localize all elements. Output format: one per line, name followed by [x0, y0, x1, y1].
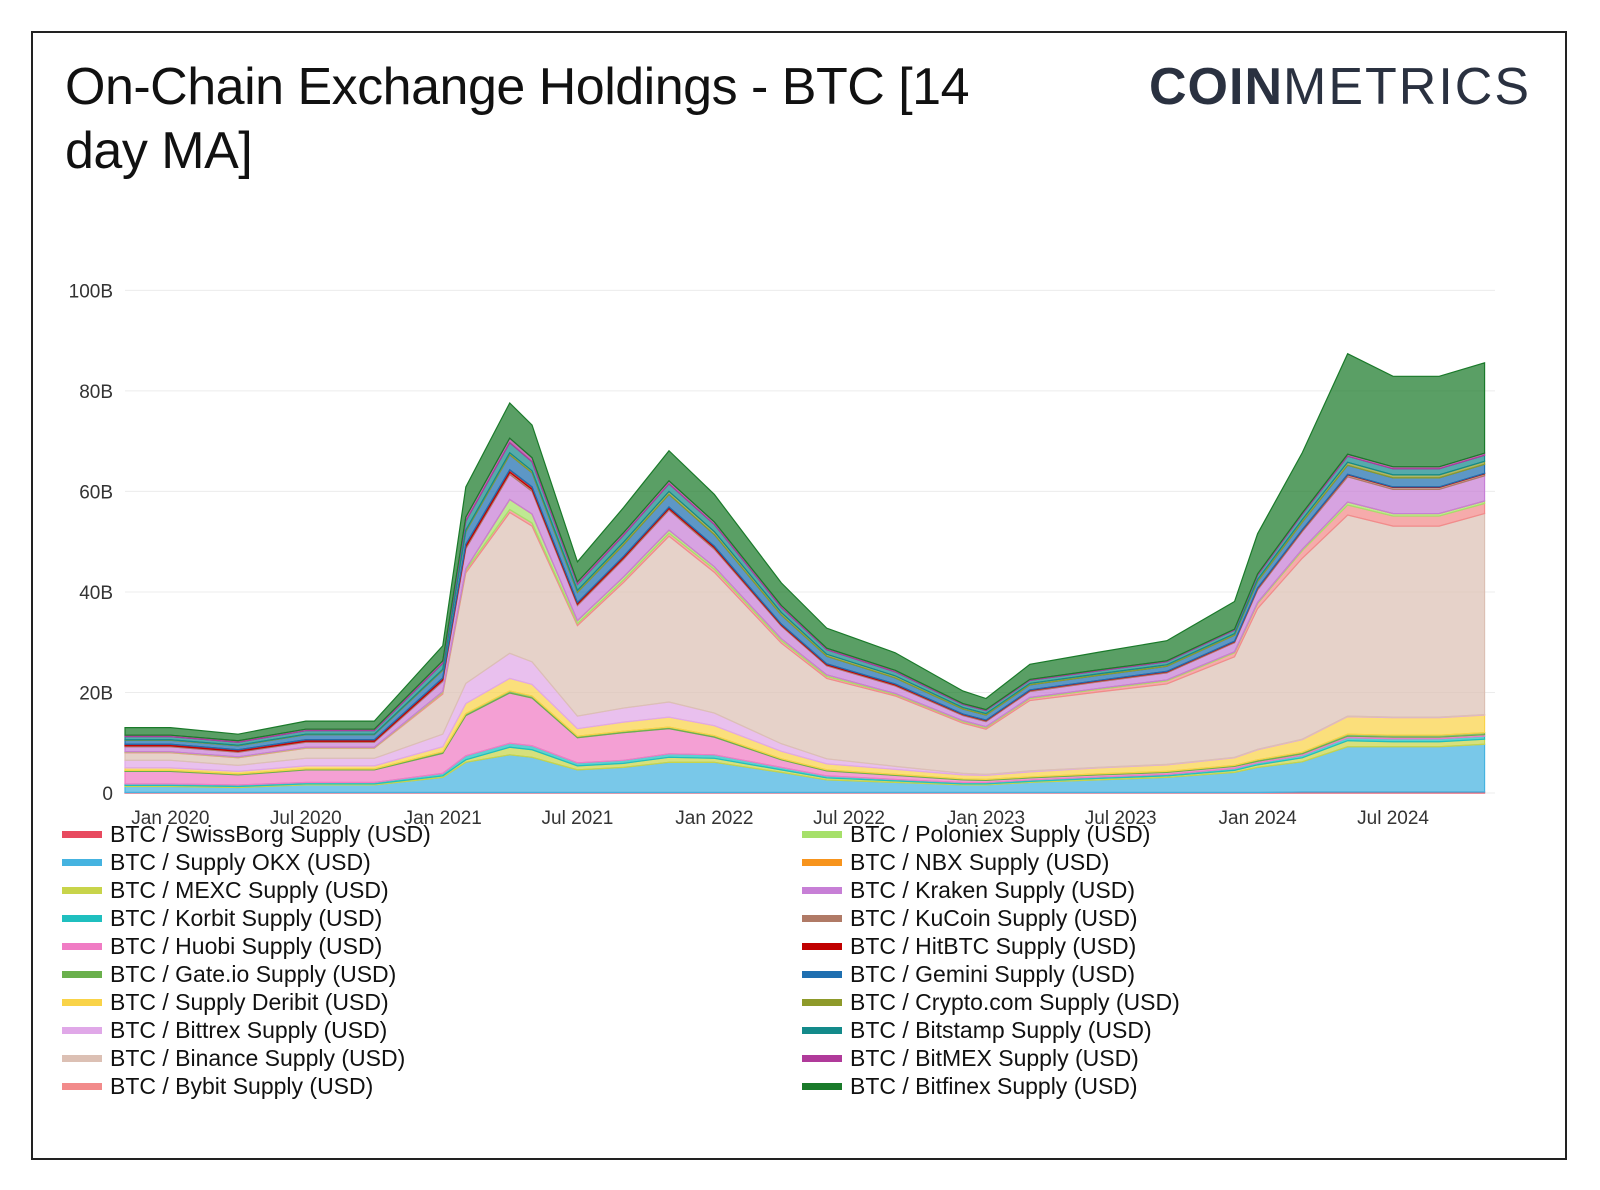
legend-swatch — [802, 830, 842, 838]
legend-column: BTC / Poloniex Supply (USD) BTC / NBX Sup… — [802, 820, 1180, 1100]
legend-swatch — [802, 970, 842, 978]
legend-item: BTC / KuCoin Supply (USD) — [802, 904, 1180, 932]
legend-item: BTC / MEXC Supply (USD) — [62, 876, 431, 904]
legend-label: BTC / Bitfinex Supply (USD) — [850, 1072, 1138, 1099]
legend-item: BTC / Supply Deribit (USD) — [62, 988, 431, 1016]
legend-item: BTC / BitMEX Supply (USD) — [802, 1044, 1180, 1072]
legend-swatch — [62, 886, 102, 894]
legend-label: BTC / Gemini Supply (USD) — [850, 960, 1136, 987]
x-tick-label: Jan 2024 — [1219, 808, 1298, 829]
legend-item: BTC / NBX Supply (USD) — [802, 848, 1180, 876]
legend-item: BTC / Bittrex Supply (USD) — [62, 1016, 431, 1044]
legend-item: BTC / Bitfinex Supply (USD) — [802, 1072, 1180, 1100]
y-tick-label: 40B — [79, 583, 113, 604]
legend-item: BTC / Poloniex Supply (USD) — [802, 820, 1180, 848]
logo-bold-text: COIN — [1149, 58, 1283, 116]
x-tick-label: Jul 2023 — [1085, 808, 1157, 829]
y-tick-label: 80B — [79, 382, 113, 403]
legend-swatch — [802, 1082, 842, 1090]
legend-item: BTC / Bybit Supply (USD) — [62, 1072, 431, 1100]
legend-label: BTC / Gate.io Supply (USD) — [110, 960, 397, 987]
legend-swatch — [802, 1054, 842, 1062]
legend-item: BTC / Bitstamp Supply (USD) — [802, 1016, 1180, 1044]
legend-label: BTC / MEXC Supply (USD) — [110, 876, 389, 903]
y-tick-label: 0 — [102, 784, 113, 805]
legend-swatch — [802, 942, 842, 950]
legend-swatch — [62, 1026, 102, 1034]
x-tick-label: Jul 2024 — [1357, 808, 1429, 829]
legend-label: BTC / Binance Supply (USD) — [110, 1044, 406, 1071]
legend-swatch — [802, 998, 842, 1006]
legend-label: BTC / Poloniex Supply (USD) — [850, 820, 1151, 847]
legend-item: BTC / Supply OKX (USD) — [62, 848, 431, 876]
legend-label: BTC / HitBTC Supply (USD) — [850, 932, 1137, 959]
legend-label: BTC / Crypto.com Supply (USD) — [850, 988, 1180, 1015]
legend-label: BTC / Bitstamp Supply (USD) — [850, 1016, 1152, 1043]
legend-item: BTC / Gate.io Supply (USD) — [62, 960, 431, 988]
legend-swatch — [62, 998, 102, 1006]
x-tick-label: Jul 2020 — [270, 808, 342, 829]
coinmetrics-logo: COINMETRICS — [1149, 55, 1531, 119]
legend-swatch — [62, 830, 102, 838]
legend-item: BTC / SwissBorg Supply (USD) — [62, 820, 431, 848]
legend-label: BTC / Korbit Supply (USD) — [110, 904, 383, 931]
x-tick-label: Jan 2022 — [675, 808, 753, 829]
legend-item: BTC / Binance Supply (USD) — [62, 1044, 431, 1072]
y-tick-label: 60B — [79, 482, 113, 503]
legend-item: BTC / Kraken Supply (USD) — [802, 876, 1180, 904]
legend-swatch — [802, 914, 842, 922]
legend-label: BTC / Huobi Supply (USD) — [110, 932, 383, 959]
legend-label: BTC / Supply OKX (USD) — [110, 848, 371, 875]
legend-swatch — [802, 886, 842, 894]
x-tick-label: Jan 2021 — [404, 808, 482, 829]
legend-swatch — [802, 858, 842, 866]
x-tick-label: Jan 2020 — [131, 808, 209, 829]
legend-swatch — [62, 858, 102, 866]
y-tick-label: 20B — [79, 683, 113, 704]
legend-swatch — [62, 970, 102, 978]
legend-swatch — [62, 1082, 102, 1090]
legend-label: BTC / NBX Supply (USD) — [850, 848, 1110, 875]
legend-label: BTC / Kraken Supply (USD) — [850, 876, 1136, 903]
legend-column: BTC / SwissBorg Supply (USD) BTC / Supply… — [62, 820, 431, 1100]
legend-label: BTC / Bittrex Supply (USD) — [110, 1016, 388, 1043]
legend-swatch — [802, 1026, 842, 1034]
legend-label: BTC / SwissBorg Supply (USD) — [110, 820, 431, 847]
legend-item: BTC / HitBTC Supply (USD) — [802, 932, 1180, 960]
legend-swatch — [62, 942, 102, 950]
y-tick-label: 100B — [69, 281, 113, 302]
legend-swatch — [62, 1054, 102, 1062]
legend-label: BTC / BitMEX Supply (USD) — [850, 1044, 1139, 1071]
x-tick-label: Jan 2023 — [947, 808, 1025, 829]
legend-item: BTC / Korbit Supply (USD) — [62, 904, 431, 932]
legend-item: BTC / Gemini Supply (USD) — [802, 960, 1180, 988]
legend-item: BTC / Crypto.com Supply (USD) — [802, 988, 1180, 1016]
legend-item: BTC / Huobi Supply (USD) — [62, 932, 431, 960]
legend-label: BTC / KuCoin Supply (USD) — [850, 904, 1138, 931]
legend-label: BTC / Supply Deribit (USD) — [110, 988, 389, 1015]
legend-swatch — [62, 914, 102, 922]
x-tick-label: Jul 2021 — [542, 808, 614, 829]
legend-label: BTC / Bybit Supply (USD) — [110, 1072, 374, 1099]
logo-light-text: METRICS — [1283, 58, 1531, 116]
chart-title: On-Chain Exchange Holdings - BTC [14 day… — [65, 58, 970, 180]
x-tick-label: Jul 2022 — [813, 808, 885, 829]
area-series — [124, 352, 1486, 742]
